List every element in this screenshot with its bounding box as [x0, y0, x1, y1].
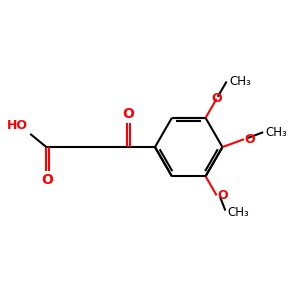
- Text: O: O: [42, 173, 53, 188]
- Text: O: O: [211, 92, 222, 105]
- Text: CH₃: CH₃: [229, 75, 250, 88]
- Text: CH₃: CH₃: [228, 206, 250, 218]
- Text: O: O: [245, 133, 255, 146]
- Text: O: O: [122, 107, 134, 121]
- Text: CH₃: CH₃: [266, 126, 287, 139]
- Text: O: O: [217, 189, 228, 202]
- Text: HO: HO: [7, 119, 28, 132]
